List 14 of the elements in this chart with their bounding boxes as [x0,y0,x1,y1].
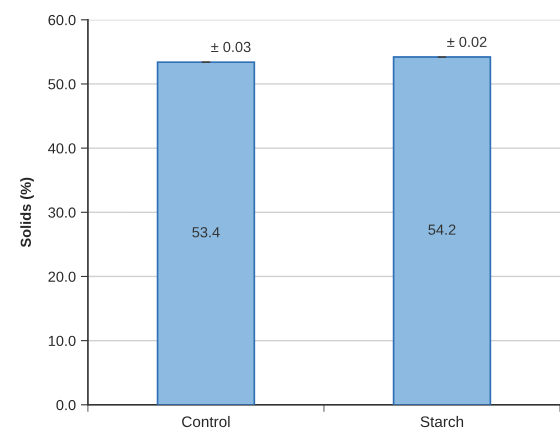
annotation: ± 0.03 [211,42,251,52]
y-tick-label: 60.0 [48,14,76,26]
x-tick-label: Starch [420,416,464,428]
data-label: 54.2 [428,224,456,235]
y-tick-label: 30.0 [48,207,76,218]
y-tick-label: 20.0 [48,272,76,282]
y-tick-label: 40.0 [48,143,76,154]
annotation: ± 0.02 [447,36,486,48]
y-tick-label: 50.0 [48,79,76,90]
x-tick-label: Control [182,416,230,428]
y-tick-label: 10.0 [48,336,76,346]
y-tick-label: 0.0 [56,400,76,410]
y-axis-title: Solids (%) [20,178,34,248]
data-label: 53.4 [192,227,220,238]
